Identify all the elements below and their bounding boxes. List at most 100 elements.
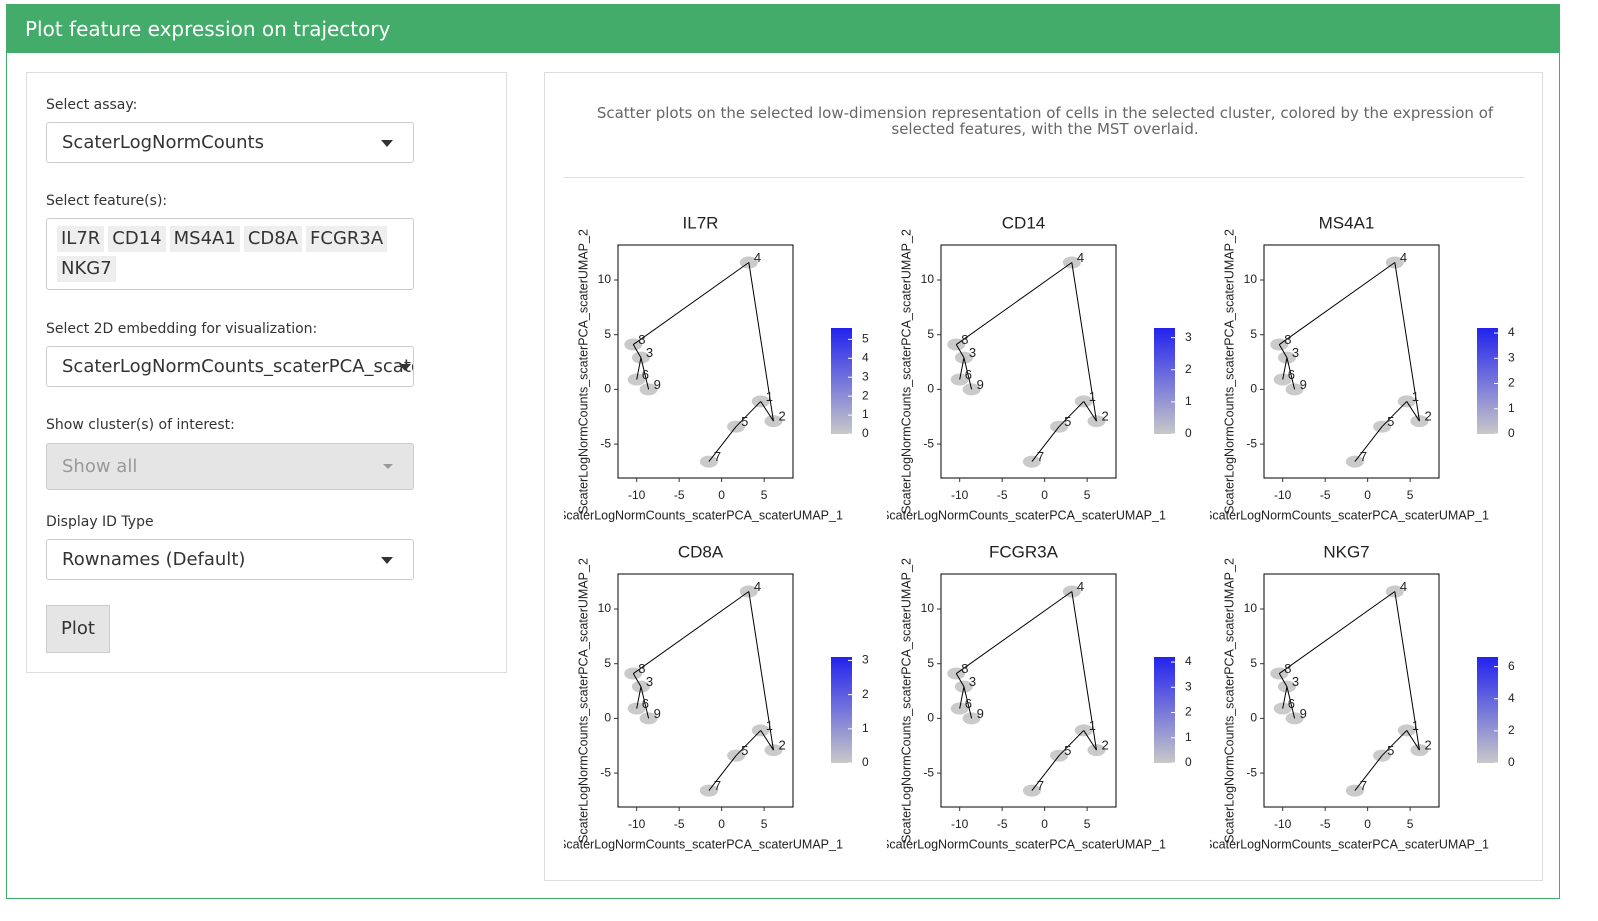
mst-edge xyxy=(708,755,737,791)
assay-value: ScaterLogNormCounts xyxy=(62,132,264,153)
cluster-cloud xyxy=(1273,373,1292,386)
plot-frame xyxy=(1263,244,1440,479)
cluster-select[interactable]: Show all xyxy=(46,443,414,490)
main-panel: Scatter plots on the selected low-dimens… xyxy=(544,72,1543,881)
cluster-cloud xyxy=(950,702,969,715)
x-tick-label: -10 xyxy=(951,488,969,502)
plot-frame xyxy=(940,573,1117,808)
feature-tag[interactable]: MS4A1 xyxy=(169,226,240,252)
x-tick-label: 0 xyxy=(1364,817,1371,831)
cluster-label: 7 xyxy=(1037,778,1044,793)
cluster-label: 6 xyxy=(642,696,649,711)
cluster-label: 6 xyxy=(965,367,972,382)
feature-tag[interactable]: FCGR3A xyxy=(306,226,388,252)
mst-edge xyxy=(1394,262,1420,422)
y-tick-label: 5 xyxy=(604,656,611,670)
colorbar xyxy=(1477,328,1498,434)
feature-tag[interactable]: CD14 xyxy=(108,226,166,252)
idtype-select[interactable]: Rownames (Default) xyxy=(46,539,414,580)
y-tick-label: 10 xyxy=(921,601,935,615)
colorbar-tick-label: 5 xyxy=(862,332,869,346)
colorbar xyxy=(1154,657,1175,763)
x-tick-label: -10 xyxy=(628,488,646,502)
colorbar xyxy=(831,328,852,434)
feature-label: Select feature(s): xyxy=(46,193,168,209)
scatter-plot: NKG7-10 -5 0 5-50510ScaterLogNormCounts_sca… xyxy=(1210,542,1515,851)
feature-tag[interactable]: NKG7 xyxy=(57,256,116,282)
mst-edge xyxy=(1031,426,1060,462)
mst-edge xyxy=(1071,591,1097,751)
y-tick-label: -5 xyxy=(1246,765,1257,779)
colorbar-tick-label: 4 xyxy=(1508,325,1515,339)
mst-edge xyxy=(1406,401,1420,422)
cluster-label: 7 xyxy=(1037,449,1044,464)
cluster-label: 1 xyxy=(766,389,773,404)
y-tick-label: 10 xyxy=(1244,601,1258,615)
colorbar-tick-label: 3 xyxy=(1185,679,1192,693)
cluster-label: 2 xyxy=(778,409,785,424)
cluster-label: 4 xyxy=(1400,250,1407,265)
y-axis-label: ScaterLogNormCounts_scaterPCA_scaterUMAP… xyxy=(1222,558,1236,843)
scatter-plot: FCGR3A-10 -5 0 5-50510ScaterLogNormCounts_s… xyxy=(887,542,1192,851)
x-tick-label: 5 xyxy=(1407,488,1414,502)
description: Scatter plots on the selected low-dimens… xyxy=(596,104,1494,138)
cluster-label: 1 xyxy=(1412,718,1419,733)
cluster-label: 8 xyxy=(1284,332,1291,347)
x-axis-label: ScaterLogNormCounts_scaterPCA_scaterUMAP… xyxy=(1210,508,1489,522)
y-tick-label: -5 xyxy=(600,765,611,779)
cluster-label: 6 xyxy=(1288,696,1295,711)
app-frame: Plot feature expression on trajectory Se… xyxy=(6,4,1560,899)
plot-button[interactable]: Plot xyxy=(46,605,110,653)
mst-edge xyxy=(1354,755,1383,791)
cluster-label: 8 xyxy=(961,661,968,676)
mst-edge xyxy=(1279,591,1396,674)
x-tick-label: 0 xyxy=(718,817,725,831)
colorbar-tick-label: 0 xyxy=(1185,755,1192,769)
colorbar-tick-label: 4 xyxy=(1508,691,1515,705)
cluster-value: Show all xyxy=(62,456,138,477)
cluster-label: 1 xyxy=(1089,389,1096,404)
y-tick-label: 0 xyxy=(1250,382,1257,396)
cluster-label: 8 xyxy=(961,332,968,347)
cluster-label: 1 xyxy=(1089,718,1096,733)
cluster-label: 8 xyxy=(638,661,645,676)
cluster-label: 6 xyxy=(1288,367,1295,382)
mst-edge xyxy=(1071,262,1097,422)
y-tick-label: -5 xyxy=(923,765,934,779)
embedding-select[interactable]: ScaterLogNormCounts_scaterPCA_scaterUMAP xyxy=(46,346,414,387)
plot-frame xyxy=(1263,573,1440,808)
cluster-label: 5 xyxy=(1387,414,1394,429)
cluster-cloud xyxy=(627,373,646,386)
idtype-value: Rownames (Default) xyxy=(62,549,246,570)
cluster-cloud xyxy=(1410,744,1429,757)
mst-edge xyxy=(632,344,642,358)
cluster-label: 6 xyxy=(642,367,649,382)
mst-edge xyxy=(1286,357,1296,390)
assay-select[interactable]: ScaterLogNormCounts xyxy=(46,122,414,163)
cluster-cloud xyxy=(1087,744,1106,757)
y-tick-label: 5 xyxy=(1250,656,1257,670)
colorbar-tick-label: 3 xyxy=(862,369,869,383)
feature-tag[interactable]: CD8A xyxy=(243,226,303,252)
colorbar-tick-label: 2 xyxy=(862,388,869,402)
cluster-label: 8 xyxy=(1284,661,1291,676)
mst-edge xyxy=(1282,686,1288,709)
cluster-label: 5 xyxy=(1064,414,1071,429)
cluster-label: 3 xyxy=(1292,674,1299,689)
y-tick-label: 5 xyxy=(927,327,934,341)
y-tick-label: 10 xyxy=(598,601,612,615)
y-axis-label: ScaterLogNormCounts_scaterPCA_scaterUMAP… xyxy=(576,229,590,514)
mst-edge xyxy=(633,591,750,674)
y-tick-label: 0 xyxy=(1250,711,1257,725)
feature-select[interactable]: IL7R CD14 MS4A1 CD8A FCGR3A NKG7 xyxy=(46,218,414,290)
cluster-cloud xyxy=(950,373,969,386)
mst-edge xyxy=(1278,673,1288,687)
x-tick-label: -5 xyxy=(1320,488,1331,502)
mst-edge xyxy=(1354,426,1383,462)
assay-label: Select assay: xyxy=(46,97,138,113)
colorbar-tick-label: 0 xyxy=(862,426,869,440)
mst-edge xyxy=(735,730,762,756)
x-tick-label: 0 xyxy=(718,488,725,502)
feature-tag[interactable]: IL7R xyxy=(57,226,105,252)
